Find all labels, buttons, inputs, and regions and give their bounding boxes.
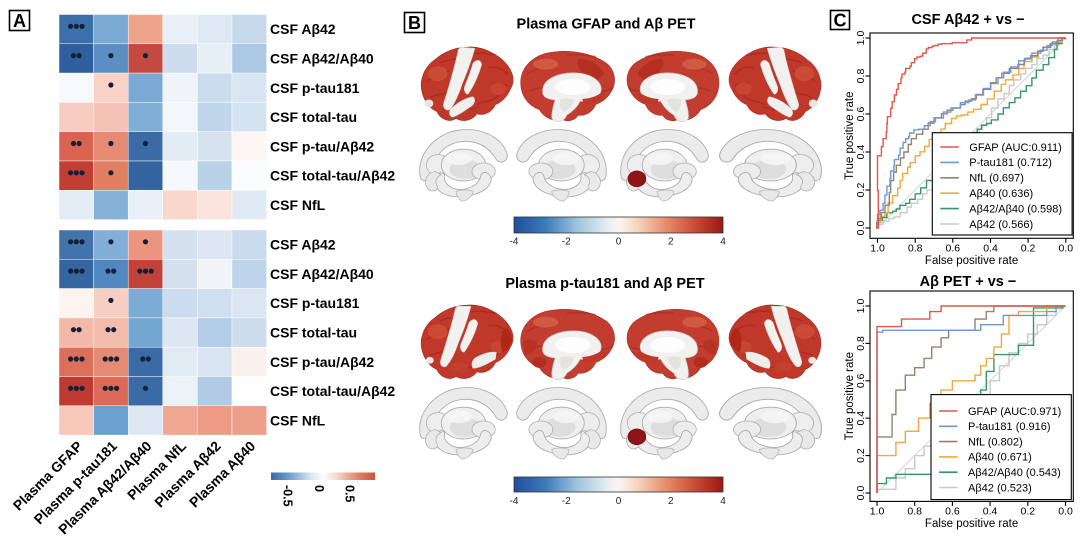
svg-text:-0.5: -0.5: [281, 485, 295, 507]
svg-text:Aβ42/Aβ40 (0.598): Aβ42/Aβ40 (0.598): [969, 203, 1062, 215]
svg-text:-2: -2: [562, 237, 571, 248]
svg-text:0.8: 0.8: [855, 336, 867, 351]
svg-text:0.0: 0.0: [1058, 243, 1073, 255]
svg-text:CSF NfL: CSF NfL: [270, 197, 326, 213]
svg-text:CSF Aβ42: CSF Aβ42: [270, 237, 336, 253]
svg-text:0.4: 0.4: [855, 145, 867, 160]
svg-text:Plasma GFAP and Aβ PET: Plasma GFAP and Aβ PET: [517, 16, 696, 32]
svg-text:Aβ42 (0.566): Aβ42 (0.566): [969, 219, 1033, 231]
svg-text:-2: -2: [562, 496, 571, 507]
svg-text:CSF Aβ42: CSF Aβ42: [270, 21, 336, 37]
svg-text:0.4: 0.4: [855, 411, 867, 426]
svg-text:C: C: [834, 11, 847, 31]
svg-text:0.0: 0.0: [1058, 506, 1073, 518]
svg-text:True positive rate: True positive rate: [844, 352, 856, 440]
svg-text:Aβ40 (0.671): Aβ40 (0.671): [968, 452, 1032, 464]
svg-text:GFAP (AUC:0.911): GFAP (AUC:0.911): [969, 142, 1062, 154]
svg-text:False positive rate: False positive rate: [925, 255, 1018, 267]
svg-text:0.2: 0.2: [1021, 243, 1036, 255]
svg-text:NfL (0.802): NfL (0.802): [968, 436, 1023, 448]
svg-text:0.5: 0.5: [343, 485, 357, 502]
svg-text:A: A: [13, 11, 26, 31]
svg-text:1.0: 1.0: [870, 243, 885, 255]
svg-text:CSF total-tau: CSF total-tau: [270, 109, 357, 125]
svg-text:0.6: 0.6: [945, 243, 960, 255]
svg-text:2: 2: [668, 496, 674, 507]
svg-text:NfL (0.697): NfL (0.697): [969, 173, 1024, 185]
svg-text:Aβ42/Aβ40 (0.543): Aβ42/Aβ40 (0.543): [968, 467, 1061, 479]
svg-text:CSF Aβ42/Aβ40: CSF Aβ42/Aβ40: [270, 50, 374, 66]
svg-text:Aβ42 (0.523): Aβ42 (0.523): [968, 482, 1032, 494]
svg-text:0.2: 0.2: [1020, 506, 1035, 518]
svg-text:0.6: 0.6: [855, 373, 867, 388]
svg-text:P-tau181 (0.712): P-tau181 (0.712): [969, 157, 1052, 169]
svg-text:CSF total-tau: CSF total-tau: [270, 325, 357, 341]
svg-text:0.8: 0.8: [907, 506, 922, 518]
svg-text:0.2: 0.2: [855, 448, 867, 463]
svg-text:CSF total-tau/Aβ42: CSF total-tau/Aβ42: [270, 383, 395, 399]
svg-text:CSF p-tau181: CSF p-tau181: [270, 80, 360, 96]
svg-text:0.6: 0.6: [855, 107, 867, 122]
svg-text:0: 0: [312, 485, 326, 492]
svg-text:CSF Aβ42 + vs −: CSF Aβ42 + vs −: [911, 12, 1024, 28]
svg-text:0.0: 0.0: [855, 486, 867, 501]
svg-text:Aβ PET + vs −: Aβ PET + vs −: [920, 274, 1017, 290]
svg-text:CSF Aβ42/Aβ40: CSF Aβ42/Aβ40: [270, 266, 374, 282]
svg-text:2: 2: [668, 237, 674, 248]
svg-text:0.8: 0.8: [908, 243, 923, 255]
svg-text:True positive rate: True positive rate: [844, 91, 856, 179]
svg-text:0: 0: [616, 496, 622, 507]
svg-text:CSF p-tau181: CSF p-tau181: [270, 295, 360, 311]
svg-text:B: B: [408, 13, 421, 33]
svg-text:0.4: 0.4: [983, 506, 998, 518]
svg-text:0.0: 0.0: [855, 221, 867, 236]
svg-text:0.8: 0.8: [855, 69, 867, 84]
svg-text:Plasma p-tau181 and Aβ PET: Plasma p-tau181 and Aβ PET: [505, 276, 704, 292]
svg-text:False positive rate: False positive rate: [925, 518, 1018, 530]
svg-text:GFAP (AUC:0.971): GFAP (AUC:0.971): [968, 406, 1061, 418]
svg-text:-4: -4: [510, 496, 519, 507]
svg-text:0: 0: [616, 237, 622, 248]
svg-text:0.2: 0.2: [855, 183, 867, 198]
svg-text:4: 4: [720, 237, 726, 248]
svg-text:Aβ40 (0.636): Aβ40 (0.636): [969, 188, 1033, 200]
svg-text:P-tau181 (0.916): P-tau181 (0.916): [968, 421, 1051, 433]
svg-text:CSF p-tau/Aβ42: CSF p-tau/Aβ42: [270, 354, 374, 370]
svg-text:CSF NfL: CSF NfL: [270, 412, 326, 428]
svg-text:CSF p-tau/Aβ42: CSF p-tau/Aβ42: [270, 138, 374, 154]
svg-text:1.0: 1.0: [870, 506, 885, 518]
svg-text:0.6: 0.6: [945, 506, 960, 518]
svg-text:CSF total-tau/Aβ42: CSF total-tau/Aβ42: [270, 168, 395, 184]
svg-text:4: 4: [720, 496, 726, 507]
svg-text:1.0: 1.0: [855, 299, 867, 314]
svg-text:-4: -4: [510, 237, 519, 248]
svg-text:0.4: 0.4: [983, 243, 998, 255]
svg-text:1.0: 1.0: [855, 31, 867, 46]
